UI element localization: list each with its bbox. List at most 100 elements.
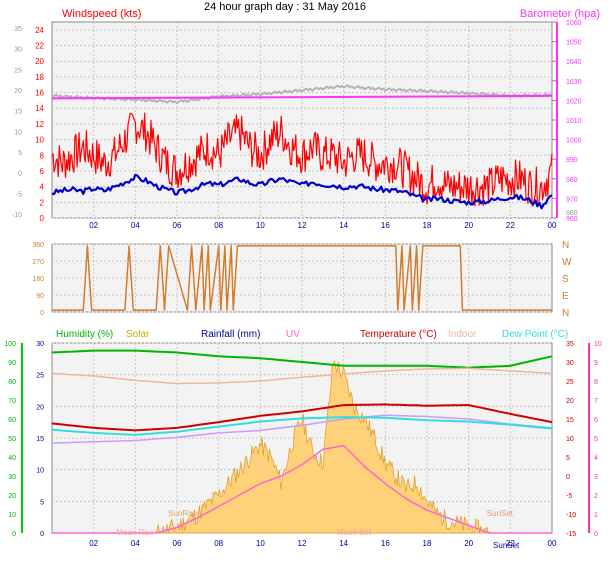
temperature-tick-label: 5	[566, 455, 570, 462]
temperature-tick-label: 25	[566, 379, 574, 386]
series-indoor	[51, 367, 553, 385]
x-tick-label: 04	[131, 221, 140, 230]
x-tick-label: 16	[381, 539, 390, 548]
x-tick-label: 12	[298, 221, 307, 230]
temperature-tick-label: 35	[566, 341, 574, 348]
series-wind-direction	[52, 245, 552, 311]
wind-tick-label: 12	[35, 120, 44, 129]
baro-axis-bar	[556, 22, 558, 218]
temperature-tick-label: 30	[566, 360, 574, 367]
series-baro-gray	[51, 84, 553, 105]
humidity-tick-label: 10	[8, 512, 16, 519]
baro-tick-label: 1020	[566, 98, 582, 105]
baro-tick-label: 1060	[566, 20, 582, 27]
baro-tick-label: 1000	[566, 138, 582, 145]
annotation-label: Moon Set	[337, 528, 372, 537]
uv-tick-label: 8	[594, 379, 598, 386]
x-tick-label: 16	[381, 221, 390, 230]
uv-tick-label: 2	[594, 493, 598, 500]
direction-tick-label: 360	[32, 242, 44, 249]
compass-label: N	[562, 240, 569, 251]
baro-tick-label: 1030	[566, 79, 582, 86]
gust-scale-tick-label: 0	[18, 171, 22, 178]
uv-tick-label: 10	[594, 341, 602, 348]
annotation-label: SunSet	[487, 509, 514, 518]
x-tick-label: 14	[339, 539, 348, 548]
x-tick-label: 08	[214, 539, 223, 548]
rain-tick-label: 10	[36, 468, 44, 475]
humidity-tick-label: 60	[8, 417, 16, 424]
temperature-tick-label: 10	[566, 436, 574, 443]
legend-entry: Dew Point (°C)	[502, 329, 568, 340]
humidity-tick-label: 50	[8, 436, 16, 443]
humidity-axis-bar	[21, 343, 23, 533]
temperature-tick-label: -5	[566, 493, 572, 500]
x-tick-label: 04	[131, 539, 140, 548]
chart-title: 24 hour graph day : 31 May 2016	[204, 1, 366, 13]
series-uv	[51, 414, 553, 444]
x-tick-label: 18	[423, 539, 432, 548]
rain-tick-label: 20	[36, 404, 44, 411]
direction-tick-label: 180	[32, 276, 44, 283]
legend-entry: Temperature (°C)	[360, 329, 437, 340]
baro-gray-tick-label: 980	[566, 210, 578, 217]
uv-tick-label: 9	[594, 360, 598, 367]
series-wind-average	[51, 173, 553, 210]
legend-entry: Rainfall (mm)	[201, 329, 260, 340]
compass-label: W	[562, 257, 572, 268]
uv-tick-label: 1	[594, 512, 598, 519]
wind-tick-label: 14	[35, 104, 44, 113]
x-tick-label: 10	[256, 539, 265, 548]
humidity-tick-label: 20	[8, 493, 16, 500]
x-tick-label: 10	[256, 221, 265, 230]
rain-tick-label: 15	[36, 436, 44, 443]
annotation-label: SunSet	[493, 541, 520, 550]
gust-scale-tick-label: 20	[14, 88, 22, 95]
gust-scale-tick-label: -10	[12, 212, 22, 219]
gust-scale-tick-label: 35	[14, 26, 22, 33]
uv-tick-label: 4	[594, 455, 598, 462]
humidity-tick-label: 30	[8, 474, 16, 481]
wind-tick-label: 4	[40, 183, 45, 192]
rain-tick-label: 25	[36, 373, 44, 380]
x-tick-label: 00	[548, 221, 557, 230]
baro-tick-label: 1010	[566, 118, 582, 125]
humidity-tick-label: 100	[4, 341, 16, 348]
x-tick-label: 02	[89, 221, 98, 230]
uv-tick-label: 7	[594, 398, 598, 405]
annotation-label: Moon Rise	[116, 528, 155, 537]
x-tick-label: 14	[339, 221, 348, 230]
humidity-tick-label: 90	[8, 360, 16, 367]
direction-tick-label: 0	[40, 310, 44, 317]
uv-tick-label: 3	[594, 474, 598, 481]
x-tick-label: 18	[423, 221, 432, 230]
gust-scale-tick-label: 5	[18, 150, 22, 157]
wind-tick-label: 0	[40, 214, 45, 223]
wind-tick-label: 2	[40, 198, 45, 207]
rain-tick-label: 5	[40, 499, 44, 506]
temperature-tick-label: 15	[566, 417, 574, 424]
wind-tick-label: 10	[35, 136, 44, 145]
humidity-tick-label: 0	[12, 531, 16, 538]
gust-scale-tick-label: -5	[16, 191, 22, 198]
baro-tick-label: 960	[566, 216, 578, 223]
x-tick-label: 00	[548, 539, 557, 548]
gust-scale-tick-label: 15	[14, 109, 22, 116]
humidity-tick-label: 80	[8, 379, 16, 386]
x-tick-label: 20	[464, 539, 473, 548]
rain-tick-label: 0	[40, 531, 44, 538]
humidity-tick-label: 40	[8, 455, 16, 462]
temperature-tick-label: 20	[566, 398, 574, 405]
gust-scale-tick-label: 10	[14, 129, 22, 136]
baro-tick-label: 1050	[566, 40, 582, 47]
baro-tick-label: 990	[566, 157, 578, 164]
baro-axis-label: Barometer (hpa)	[520, 8, 600, 20]
series-barometer	[51, 94, 553, 100]
series-uv-index	[52, 444, 552, 534]
wind-tick-label: 8	[40, 151, 45, 160]
x-tick-label: 22	[506, 221, 515, 230]
temperature-tick-label: -10	[566, 512, 576, 519]
x-tick-label: 08	[214, 221, 223, 230]
humidity-tick-label: 70	[8, 398, 16, 405]
